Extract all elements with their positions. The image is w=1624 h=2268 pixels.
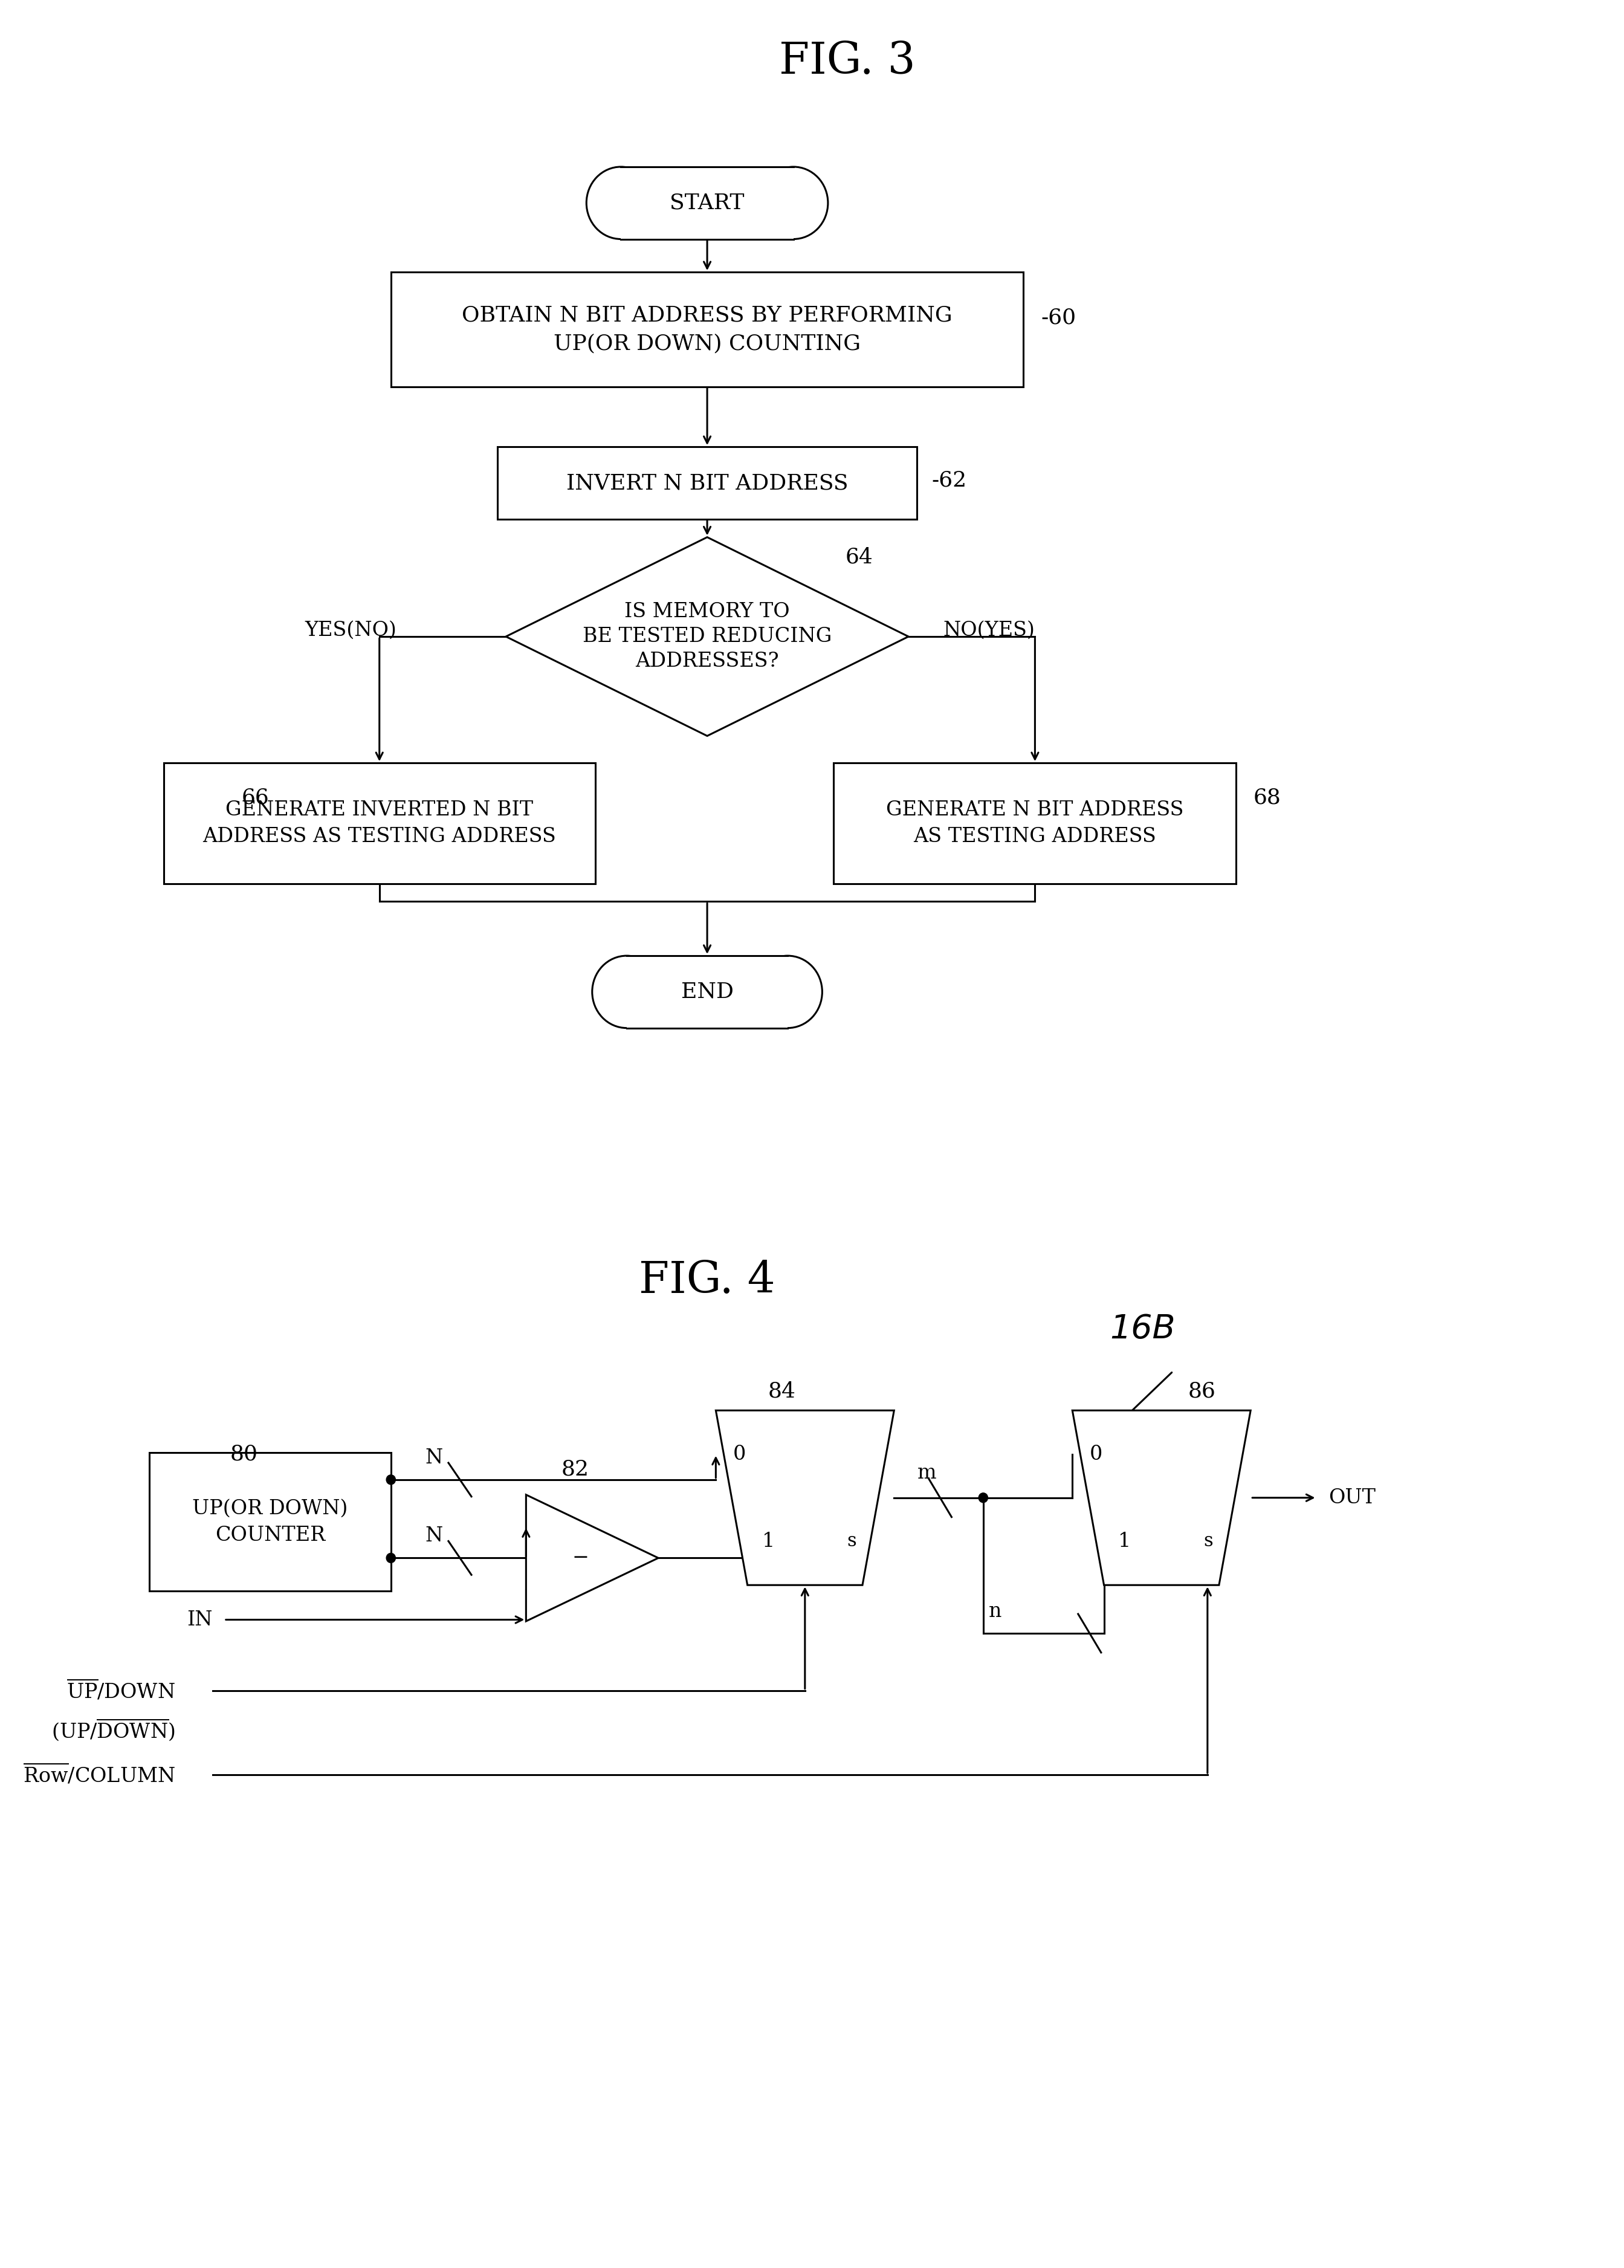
Text: 0: 0 [732, 1445, 745, 1463]
Text: -60: -60 [1041, 306, 1075, 327]
Text: 1: 1 [762, 1531, 775, 1551]
Text: -62: -62 [932, 469, 966, 490]
Polygon shape [526, 1495, 658, 1622]
Circle shape [979, 1492, 987, 1504]
Ellipse shape [758, 168, 828, 238]
Ellipse shape [586, 168, 656, 238]
Text: m: m [918, 1463, 935, 1483]
Text: −: − [572, 1549, 590, 1567]
Text: FIG. 3: FIG. 3 [780, 41, 916, 82]
Ellipse shape [593, 955, 661, 1027]
Bar [620, 168, 794, 238]
Text: 80: 80 [231, 1442, 258, 1465]
Text: (UP/$\overline{\mathregular{DOWN}}$): (UP/$\overline{\mathregular{DOWN}}$) [52, 1717, 175, 1742]
Text: UP(OR DOWN)
COUNTER: UP(OR DOWN) COUNTER [192, 1499, 348, 1545]
Bar [833, 762, 1236, 885]
Text: 16B: 16B [1109, 1313, 1176, 1345]
Text: 1: 1 [1119, 1531, 1132, 1551]
Polygon shape [507, 538, 908, 735]
Text: NO(YES): NO(YES) [944, 621, 1034, 640]
Text: GENERATE INVERTED N BIT
ADDRESS AS TESTING ADDRESS: GENERATE INVERTED N BIT ADDRESS AS TESTI… [203, 801, 555, 846]
Bar [391, 272, 1023, 386]
Text: s: s [1203, 1533, 1213, 1551]
Text: OUT: OUT [1328, 1488, 1376, 1508]
Text: START: START [669, 193, 744, 213]
Polygon shape [1072, 1411, 1250, 1585]
Text: 64: 64 [844, 547, 874, 567]
Text: FIG. 4: FIG. 4 [638, 1259, 775, 1302]
Text: GENERATE N BIT ADDRESS
AS TESTING ADDRESS: GENERATE N BIT ADDRESS AS TESTING ADDRES… [887, 801, 1184, 846]
Ellipse shape [754, 955, 822, 1027]
Text: 0: 0 [1090, 1445, 1103, 1463]
Text: $\overline{\mathregular{UP}}$/DOWN: $\overline{\mathregular{UP}}$/DOWN [67, 1678, 175, 1703]
Text: YES(NO): YES(NO) [305, 621, 396, 640]
Bar [497, 447, 918, 519]
Circle shape [387, 1554, 396, 1563]
Text: N: N [425, 1449, 443, 1467]
Text: n: n [989, 1601, 1002, 1622]
Text: s: s [848, 1533, 857, 1551]
Text: OBTAIN N BIT ADDRESS BY PERFORMING
UP(OR DOWN) COUNTING: OBTAIN N BIT ADDRESS BY PERFORMING UP(OR… [461, 304, 953, 354]
Text: INVERT N BIT ADDRESS: INVERT N BIT ADDRESS [567, 472, 848, 492]
Bar [149, 1452, 391, 1592]
Circle shape [387, 1474, 396, 1486]
Polygon shape [716, 1411, 895, 1585]
Text: $\overline{\mathregular{Row}}$/COLUMN: $\overline{\mathregular{Row}}$/COLUMN [23, 1762, 175, 1787]
Text: 86: 86 [1187, 1381, 1216, 1402]
Text: 66: 66 [242, 787, 270, 807]
Text: IN: IN [187, 1610, 213, 1628]
Text: 84: 84 [768, 1381, 796, 1402]
Text: 82: 82 [560, 1458, 590, 1479]
Bar [164, 762, 594, 885]
Text: N: N [425, 1526, 443, 1547]
Text: IS MEMORY TO
BE TESTED REDUCING
ADDRESSES?: IS MEMORY TO BE TESTED REDUCING ADDRESSE… [583, 603, 831, 671]
Bar [627, 955, 788, 1027]
Text: 68: 68 [1254, 787, 1281, 807]
Text: END: END [680, 982, 734, 1002]
